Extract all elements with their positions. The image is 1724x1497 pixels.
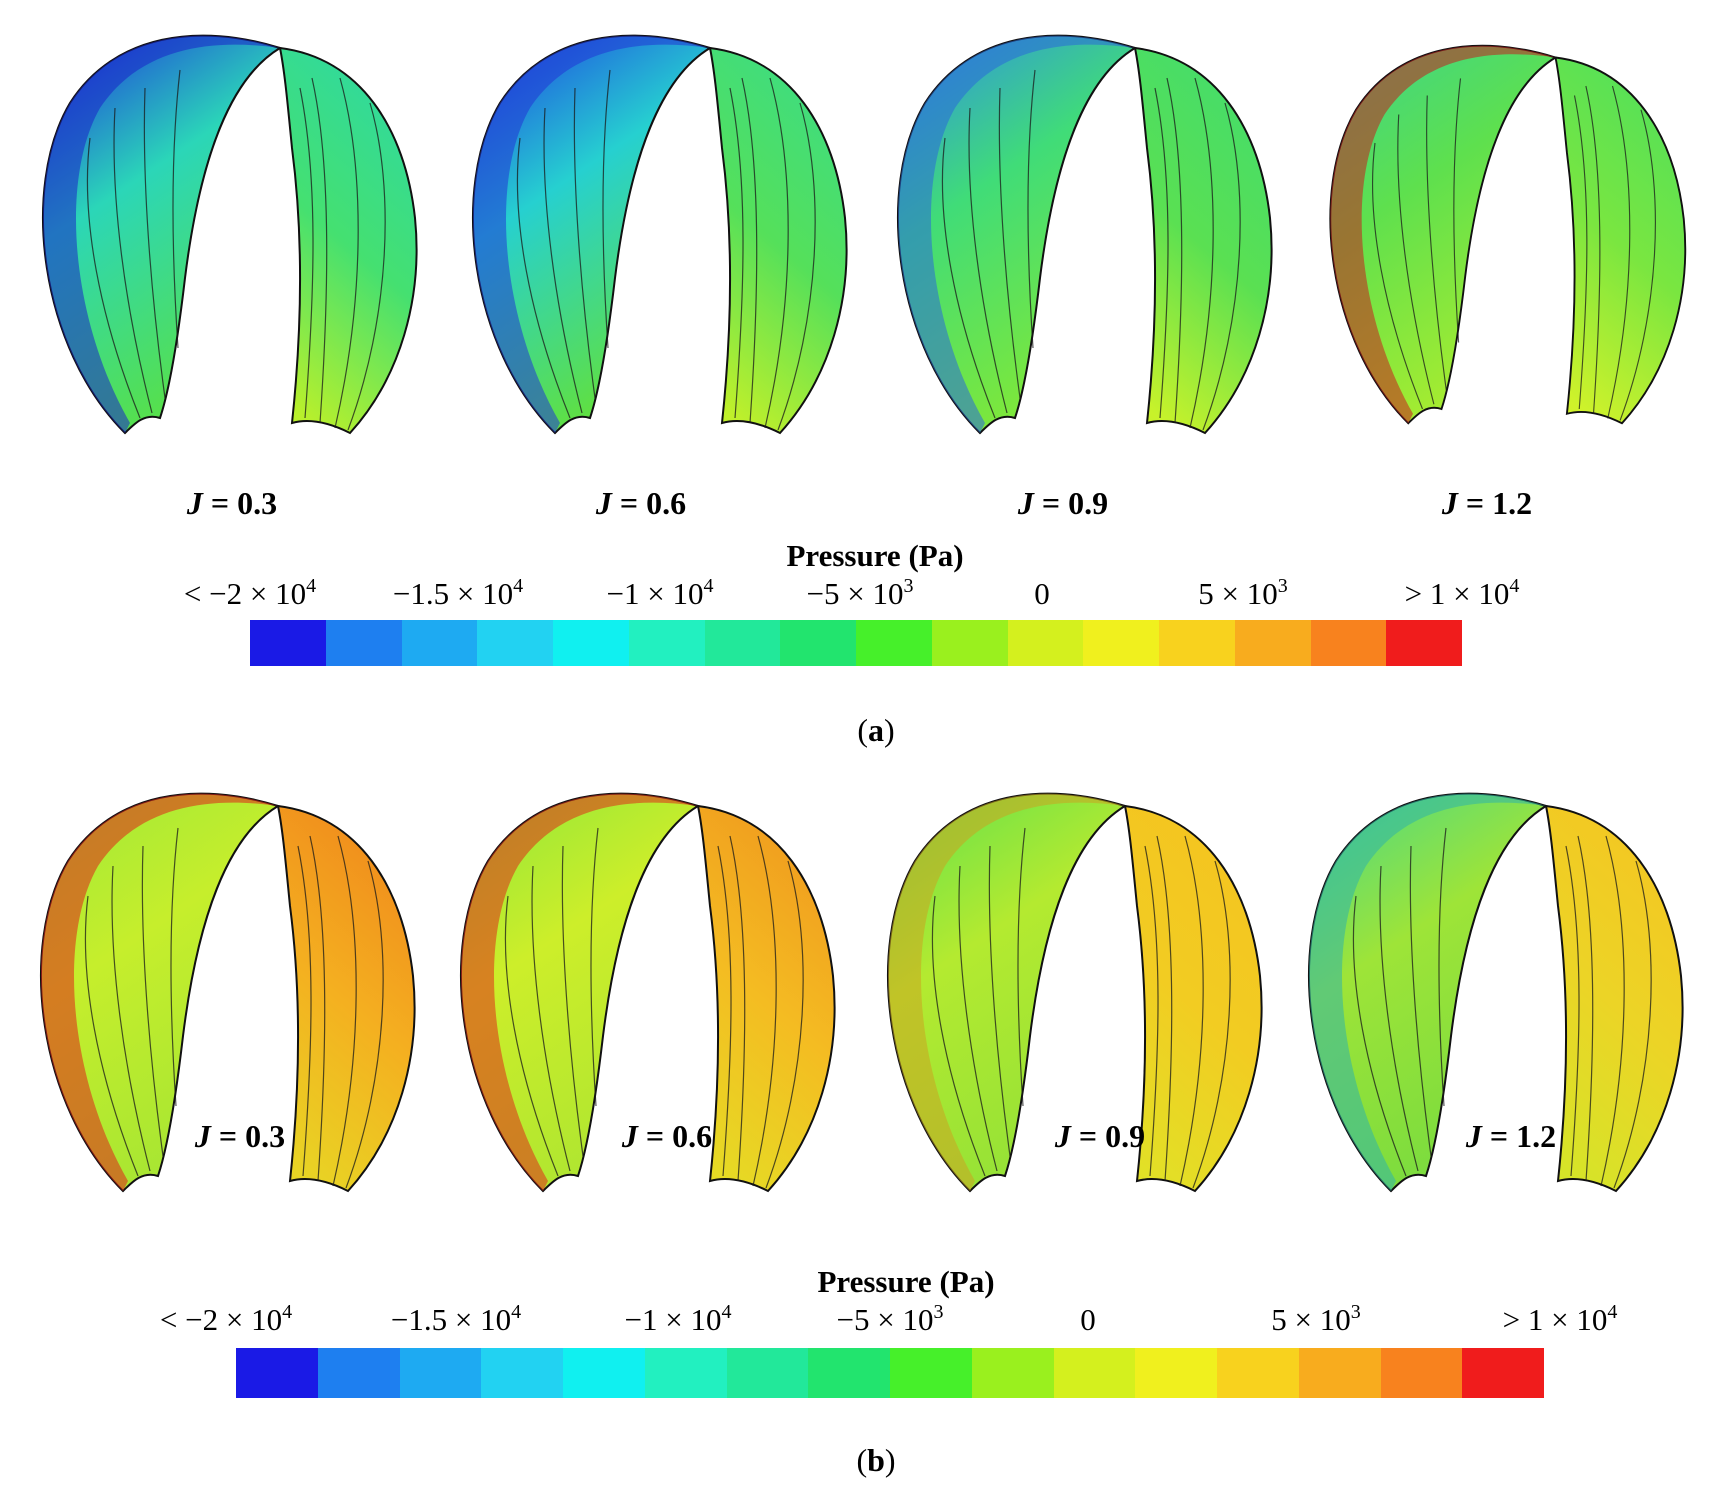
panel-a-caption: (a): [857, 712, 895, 748]
panel-b-label-2: J = 0.6: [621, 1118, 713, 1154]
colorbar-swatch: [780, 620, 856, 666]
panel-b-legend-title: Pressure (Pa): [817, 1264, 995, 1299]
colorbar-swatch: [1159, 620, 1235, 666]
colorbar-tick-label: > 1 × 104: [1502, 1301, 1618, 1337]
colorbar-swatch: [971, 1348, 1054, 1398]
panel-a-colorbar: [250, 620, 1462, 666]
colorbar-swatch: [1380, 1348, 1463, 1398]
blade-contour-b-4: [1308, 792, 1684, 1193]
blade-contour-a-1: [42, 34, 418, 435]
panel-a-label-2: J = 0.6: [595, 485, 687, 521]
panel-a-legend-title: Pressure (Pa): [786, 538, 964, 573]
colorbar-swatch: [856, 620, 932, 666]
colorbar-swatch: [481, 1348, 563, 1398]
panel-b-label-4: J = 1.2: [1465, 1118, 1557, 1154]
panel-b-label-1: J = 0.3: [194, 1118, 286, 1154]
colorbar-swatch: [704, 620, 781, 666]
colorbar-swatch: [1007, 620, 1084, 666]
colorbar-swatch: [236, 1348, 318, 1398]
colorbar-swatch: [477, 620, 553, 666]
colorbar-swatch: [644, 1348, 727, 1398]
colorbar-tick-label: −5 × 103: [806, 575, 914, 611]
blade-contour-a-3: [897, 34, 1273, 435]
panel-b-colorbar: [236, 1348, 1544, 1398]
colorbar-swatch: [399, 1348, 482, 1398]
colorbar-swatch: [563, 1348, 645, 1398]
colorbar-swatch: [1462, 1348, 1544, 1398]
colorbar-tick-label: −5 × 103: [836, 1301, 944, 1337]
colorbar-swatch: [1298, 1348, 1381, 1398]
colorbar-tick-label: −1.5 × 104: [390, 1301, 522, 1337]
panel-a-label-1: J = 0.3: [186, 485, 278, 521]
colorbar-swatch: [250, 620, 326, 666]
colorbar-swatch: [628, 620, 705, 666]
colorbar-tick-label: < −2 × 104: [183, 575, 317, 611]
blade-contour-a-4: [1329, 44, 1687, 425]
colorbar-swatch: [726, 1348, 809, 1398]
blade-contour-b-3: [887, 792, 1263, 1193]
blade-contour-b-2: [460, 792, 836, 1193]
colorbar-tick-label: < −2 × 104: [159, 1301, 293, 1337]
colorbar-swatch: [1053, 1348, 1136, 1398]
panel-b-label-3: J = 0.9: [1054, 1118, 1146, 1154]
colorbar-tick-label: −1 × 104: [624, 1301, 732, 1337]
colorbar-tick-label: 5 × 103: [1271, 1301, 1361, 1337]
colorbar-swatch: [931, 620, 1008, 666]
colorbar-swatch: [325, 620, 402, 666]
colorbar-swatch: [1135, 1348, 1217, 1398]
colorbar-tick-label: > 1 × 104: [1404, 575, 1520, 611]
blade-contour-a-2: [472, 34, 848, 435]
colorbar-swatch: [1217, 1348, 1299, 1398]
colorbar-swatch: [890, 1348, 972, 1398]
blade-contour-b-1: [40, 792, 416, 1193]
colorbar-swatch: [808, 1348, 890, 1398]
colorbar-swatch: [1083, 620, 1159, 666]
panel-b-caption: (b): [856, 1442, 896, 1478]
colorbar-tick-label: 0: [1080, 1302, 1096, 1337]
colorbar-tick-label: −1 × 104: [606, 575, 714, 611]
colorbar-swatch: [553, 620, 629, 666]
panel-a-label-4: J = 1.2: [1441, 485, 1533, 521]
colorbar-tick-label: −1.5 × 104: [392, 575, 524, 611]
colorbar-swatch: [1234, 620, 1311, 666]
colorbar-swatch: [1386, 620, 1462, 666]
colorbar-tick-label: 5 × 103: [1198, 575, 1288, 611]
colorbar-tick-label: 0: [1034, 576, 1050, 611]
panel-a-label-3: J = 0.9: [1017, 485, 1109, 521]
colorbar-swatch: [317, 1348, 400, 1398]
colorbar-swatch: [401, 620, 478, 666]
colorbar-swatch: [1310, 620, 1387, 666]
